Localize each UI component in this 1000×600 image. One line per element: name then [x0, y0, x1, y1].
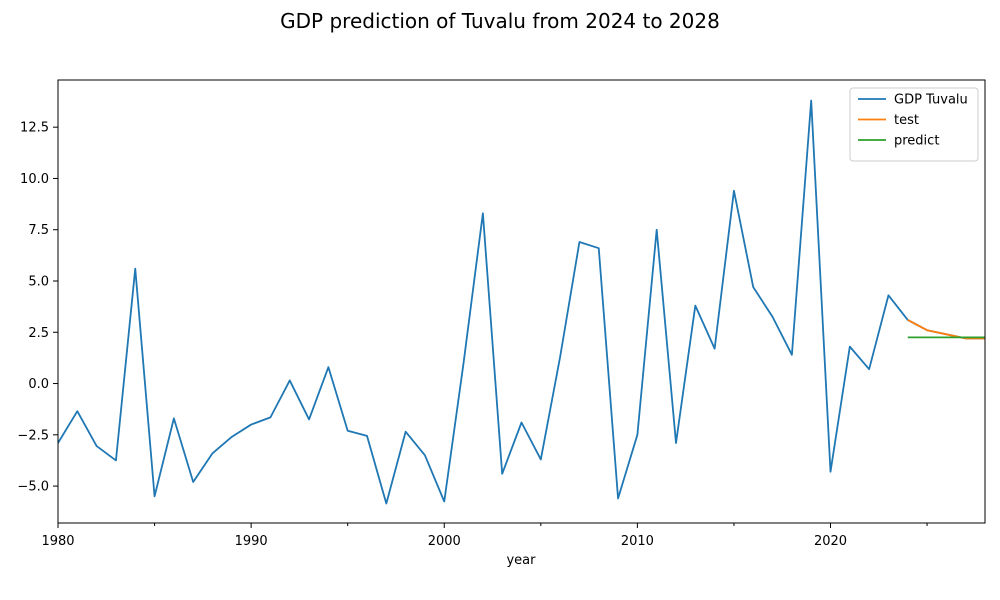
y-tick-label: −2.5: [17, 428, 49, 443]
x-tick-label: 1990: [235, 534, 268, 549]
legend: GDP Tuvalu test predict: [849, 87, 979, 162]
x-tick-label: 2000: [428, 534, 461, 549]
y-tick-label: 2.5: [28, 326, 49, 341]
legend-label: test: [894, 113, 919, 128]
legend-label: GDP Tuvalu: [894, 93, 968, 108]
series-line-1: [907, 319, 985, 340]
x-axis-label: year: [506, 553, 536, 568]
x-tick-label: 1980: [41, 534, 74, 549]
legend-label: predict: [894, 134, 939, 149]
y-tick-label: 12.5: [20, 121, 49, 136]
y-tick-label: 10.0: [20, 172, 49, 187]
x-tick-label: 2010: [621, 534, 654, 549]
x-tick-label: 2020: [814, 534, 847, 549]
legend-box: [849, 87, 979, 162]
plot-frame: [57, 79, 986, 524]
y-tick-label: 5.0: [28, 274, 49, 289]
chart-title: GDP prediction of Tuvalu from 2024 to 20…: [280, 9, 720, 33]
series-line-0: [58, 99, 985, 505]
y-tick-label: −5.0: [17, 480, 49, 495]
y-tick-label: 0.0: [28, 377, 49, 392]
y-tick-label: 7.5: [28, 223, 49, 238]
